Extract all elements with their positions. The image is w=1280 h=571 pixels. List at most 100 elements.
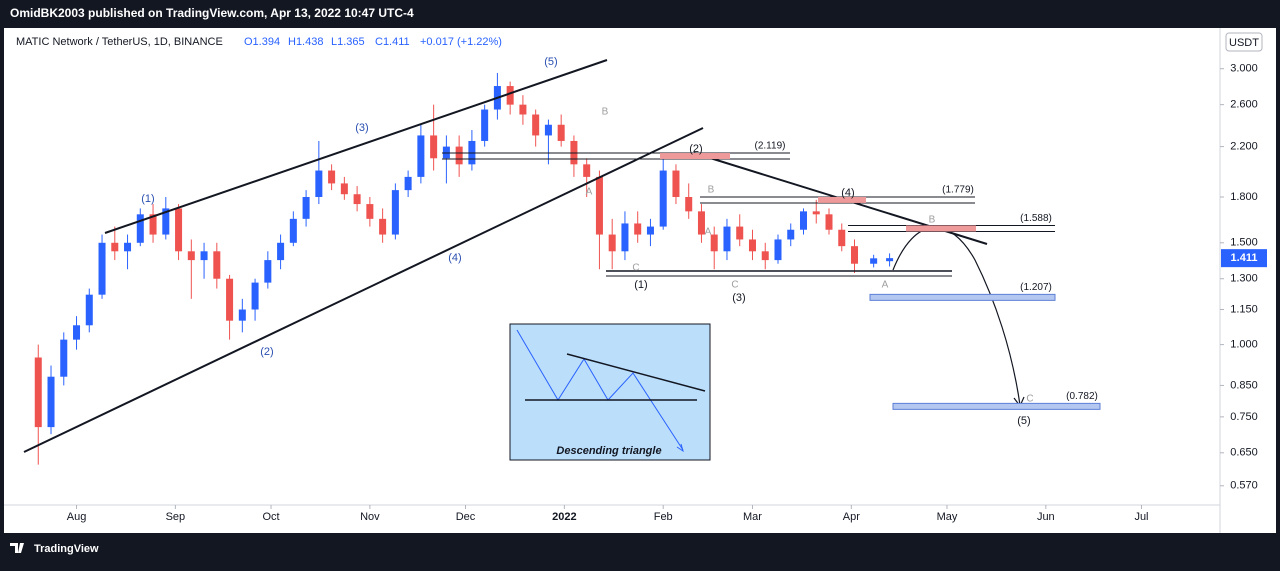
candle-body <box>851 246 859 264</box>
candle-body <box>646 226 654 235</box>
candle-body <box>442 146 450 159</box>
y-tick-label: 0.650 <box>1230 447 1258 459</box>
wave-label: (5) <box>1017 415 1030 427</box>
level-label: (1.588) <box>1020 213 1052 224</box>
candle-body <box>136 214 144 243</box>
candle-body <box>608 234 616 252</box>
x-tick-label: Dec <box>456 511 476 523</box>
level-label: (1.779) <box>942 185 974 196</box>
candle-body <box>532 114 540 136</box>
candle-body <box>812 211 820 215</box>
candle-body <box>328 170 336 184</box>
candle-body <box>315 170 323 197</box>
candle-body <box>124 242 132 252</box>
projection-arrow <box>892 226 1021 406</box>
wave-label: A <box>882 280 889 291</box>
last-price-label: 1.411 <box>1231 252 1258 264</box>
currency-box[interactable] <box>1225 32 1263 52</box>
y-tick-label: 1.800 <box>1230 191 1258 203</box>
wave-label: (4) <box>448 252 461 264</box>
candle-body <box>544 124 552 136</box>
x-tick-label: May <box>937 511 958 523</box>
x-tick-label: Oct <box>262 511 279 523</box>
candle-body <box>870 258 878 264</box>
ohlc-high: H1.438 <box>288 36 323 48</box>
candle-body <box>200 251 208 261</box>
wave-label: B <box>708 185 715 196</box>
candle-body <box>723 226 731 252</box>
x-tick-label: 2022 <box>552 511 576 523</box>
inset-path <box>516 329 684 451</box>
currency[interactable]: USDT <box>1229 37 1259 49</box>
candle-body <box>226 278 234 321</box>
candle-body <box>404 176 412 191</box>
level-zone <box>818 196 866 203</box>
candle-body <box>340 183 348 195</box>
candle-body <box>111 242 119 252</box>
candle-body <box>353 194 361 205</box>
candle-body <box>162 208 170 235</box>
candle-body <box>391 190 399 235</box>
x-tick-label: Apr <box>843 511 860 523</box>
wave-label: (5) <box>544 56 557 68</box>
wave-labels: (1) (2) (3) (4) (5) B A C (1) (2) B A C … <box>141 56 1033 427</box>
y-tick-label: 1.000 <box>1230 339 1258 351</box>
candle-body <box>761 251 769 261</box>
wave-label: A <box>586 187 593 198</box>
candle-body <box>264 260 272 283</box>
x-tick-label: Jul <box>1134 511 1148 523</box>
footer-brand: TradingView <box>34 543 99 555</box>
y-tick-label: 3.000 <box>1230 63 1258 75</box>
wave-label: (2) <box>689 143 702 155</box>
level-zone <box>869 293 1056 301</box>
candle-body <box>60 339 68 377</box>
wave-label: A <box>705 227 712 238</box>
candle-body <box>98 242 106 295</box>
last-price-tag <box>1221 249 1267 268</box>
inset-arrow <box>676 443 684 453</box>
y-tick-label: 2.200 <box>1230 141 1258 153</box>
level-label: (0.782) <box>1066 391 1098 402</box>
candle-body <box>481 109 489 141</box>
candle-body <box>799 211 808 230</box>
wave-label: C <box>632 263 639 274</box>
candle-body <box>685 196 693 212</box>
candle-body <box>187 251 195 261</box>
wave-label: C <box>1026 394 1033 405</box>
candle-body <box>47 376 55 428</box>
wave-label: (1) <box>141 193 154 205</box>
candle-body <box>710 234 718 252</box>
wave-label: (4) <box>841 187 854 199</box>
x-tick-label: Mar <box>743 511 762 523</box>
candle-body <box>838 229 846 247</box>
ohlc-close: C1.411 <box>375 36 410 48</box>
level-zone <box>892 402 1101 410</box>
candle-body <box>455 146 463 165</box>
candle-body <box>621 223 629 252</box>
candle-body <box>659 170 667 227</box>
candle-body <box>430 135 438 159</box>
x-tick-label: Aug <box>67 511 87 523</box>
y-tick-label: 1.500 <box>1230 237 1258 249</box>
ohlc-open: O1.394 <box>244 36 280 48</box>
y-tick-label: 0.850 <box>1230 379 1258 391</box>
candle-body <box>149 214 157 235</box>
candle-body <box>175 208 183 252</box>
candle-body <box>774 239 782 261</box>
wave-label: C <box>731 280 738 291</box>
y-tick-label: 1.150 <box>1230 303 1258 315</box>
inset-box <box>509 323 711 461</box>
x-tick-label: Nov <box>360 511 380 523</box>
candle-body <box>366 204 374 219</box>
candle-body <box>34 357 42 428</box>
drawings: Descending triangle (2.119) (1.779) (1.588… <box>23 59 1101 461</box>
candle-body <box>595 176 603 235</box>
x-tick-label: Sep <box>166 511 186 523</box>
candle-body <box>85 294 93 326</box>
candle-body <box>583 164 591 177</box>
wave-label: B <box>602 107 609 118</box>
candle-body <box>238 309 246 321</box>
lower-trendline <box>23 127 704 453</box>
candle-body <box>506 86 514 105</box>
